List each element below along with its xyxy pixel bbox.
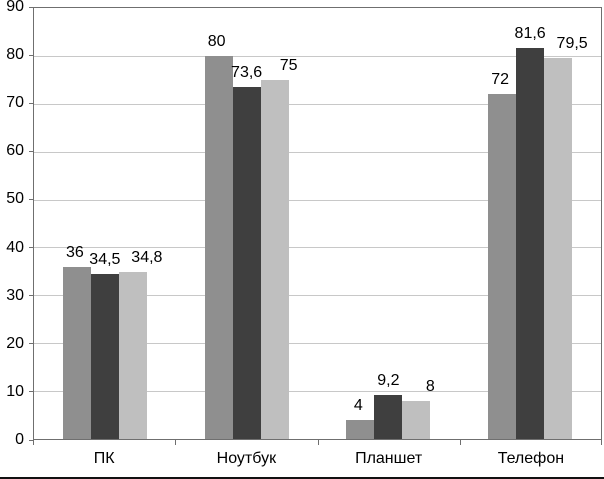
- bar-slot: 75: [260, 8, 298, 439]
- bar-s3-c4: [544, 58, 573, 439]
- gridline: [34, 103, 601, 105]
- x-tick-mark: [175, 440, 177, 445]
- y-tick-mark: [29, 198, 33, 200]
- y-tick-mark: [29, 102, 33, 104]
- bar-value-label: 4: [353, 396, 363, 414]
- bar-s2-c2: [232, 86, 261, 439]
- bar-value-label: 81,6: [514, 25, 546, 43]
- bar-s1-c3: [346, 419, 375, 439]
- x-tick-mark: [317, 440, 319, 445]
- y-tick-label: 0: [15, 431, 24, 448]
- bar-group: 4 9,2 8: [318, 8, 460, 439]
- bar-s2-c4: [516, 48, 545, 439]
- bar-value-label: 79,5: [556, 35, 588, 53]
- bar-value-label: 80: [207, 32, 226, 50]
- bar-slot: 36: [62, 8, 91, 439]
- x-tick-mark: [601, 440, 602, 445]
- y-tick-label: 30: [6, 286, 24, 304]
- bar-slot: 9,2: [374, 8, 403, 439]
- bar-s3-c2: [260, 79, 289, 439]
- bar-slot: 34,5: [89, 8, 121, 439]
- x-tick-mark: [33, 440, 34, 445]
- bar-s3-c1: [118, 272, 147, 439]
- bar-slot: 4: [346, 8, 375, 439]
- bar-value-label: 72: [491, 71, 510, 89]
- bar-slot: 79,5: [544, 8, 588, 439]
- bar-slot: 80: [204, 8, 233, 439]
- y-tick-label: 40: [6, 238, 24, 256]
- bar-s1-c4: [488, 94, 517, 439]
- bar-s1-c1: [62, 266, 91, 439]
- bar-group: 72 81,6 79,5: [459, 8, 601, 439]
- gridline: [34, 343, 601, 345]
- y-tick-mark: [29, 6, 33, 8]
- y-tick-label: 90: [6, 0, 24, 15]
- y-tick-mark: [29, 150, 33, 152]
- gridline: [34, 295, 601, 297]
- gridline: [34, 391, 601, 393]
- bar-s2-c1: [90, 273, 119, 439]
- y-axis: 0 10 20 30 40 50 60 70 80 90: [0, 0, 33, 448]
- x-category-label: ПК: [93, 450, 115, 467]
- y-tick-mark: [29, 343, 33, 345]
- bar-slot: 81,6: [514, 8, 546, 439]
- y-tick-mark: [29, 54, 33, 56]
- y-tick-mark: [29, 247, 33, 249]
- bar-s2-c3: [374, 394, 403, 439]
- gridline: [34, 247, 601, 249]
- x-category-label: Ноутбук: [216, 450, 277, 467]
- y-tick-mark: [29, 439, 33, 441]
- bar-value-label: 34,8: [131, 249, 163, 267]
- gridline: [34, 199, 601, 201]
- x-axis: ПК Ноутбук Планшет Телефон: [33, 440, 602, 477]
- x-category-label: Телефон: [497, 450, 565, 467]
- y-tick-label: 20: [6, 334, 24, 352]
- bar-value-label: 9,2: [377, 371, 400, 389]
- y-tick-label: 80: [6, 46, 24, 64]
- y-tick-label: 70: [6, 94, 24, 112]
- bar-group: 36 34,5 34,8: [34, 8, 176, 439]
- bar-value-label: 75: [279, 56, 298, 74]
- x-category-label: Планшет: [355, 450, 423, 467]
- bar-s1-c2: [204, 55, 233, 439]
- bar-slot: 8: [402, 8, 435, 439]
- bar-slot: 72: [488, 8, 517, 439]
- y-tick-label: 10: [6, 382, 24, 400]
- gridline: [34, 151, 601, 153]
- bar-s3-c3: [402, 400, 431, 439]
- y-tick-label: 60: [6, 142, 24, 160]
- x-tick-mark: [459, 440, 461, 445]
- y-tick-mark: [29, 295, 33, 297]
- bar-value-label: 36: [65, 243, 84, 261]
- bar-slot: 34,8: [118, 8, 162, 439]
- bar-slot: 73,6: [231, 8, 263, 439]
- y-tick-label: 50: [6, 190, 24, 208]
- bar-value-label: 34,5: [89, 250, 121, 268]
- bar-value-label: 8: [425, 377, 435, 395]
- bar-group: 80 73,6 75: [176, 8, 318, 439]
- gridline: [34, 55, 601, 57]
- bar-value-label: 73,6: [231, 63, 263, 81]
- y-tick-mark: [29, 391, 33, 393]
- plot-area: 36 34,5 34,8 80 73,6 75 4 9,2 8 72 81,6 79,5: [33, 7, 602, 440]
